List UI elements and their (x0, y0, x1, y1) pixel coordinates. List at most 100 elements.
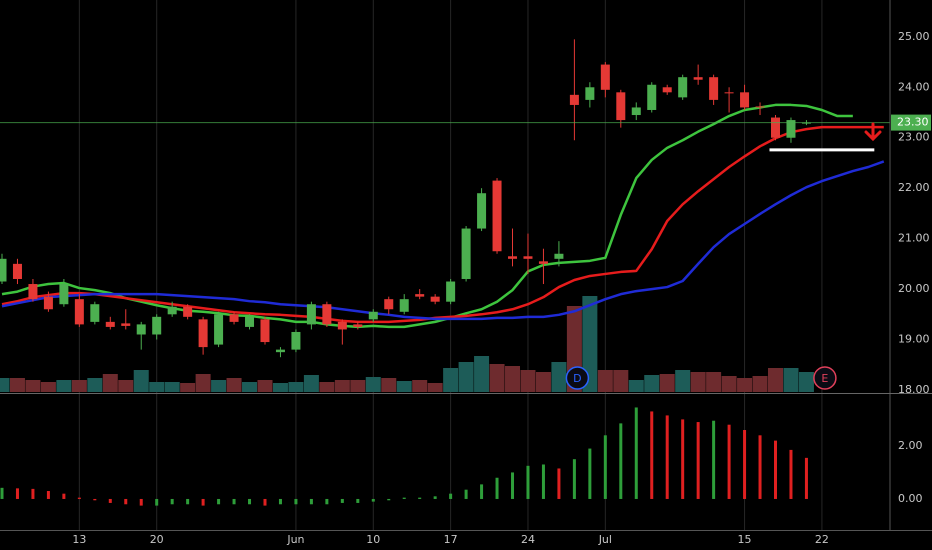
candle-body (275, 349, 285, 353)
volume-bar (118, 380, 134, 392)
candle-body (399, 299, 409, 312)
y-tick-label: 23.00 (898, 131, 930, 144)
candle-body (368, 311, 378, 320)
candle-body (183, 306, 193, 317)
down-arrow (864, 122, 882, 142)
event-marker (813, 366, 837, 390)
indicator-bar (758, 435, 762, 499)
y-tick-label: 22.00 (898, 181, 930, 194)
candle-body (415, 294, 425, 297)
volume-bar (350, 380, 366, 392)
indicator-bar (526, 465, 530, 499)
indicator-layer (0, 407, 808, 506)
indicator-bar (46, 491, 50, 499)
indicator-bar (804, 457, 808, 499)
indicator-bar (712, 420, 716, 499)
last-price-label: 23.30 (897, 116, 929, 129)
volume-bar (721, 376, 737, 392)
volume-bar (582, 296, 598, 392)
candle-body (198, 319, 208, 348)
volume-bar (752, 376, 768, 392)
candle-body (538, 261, 548, 264)
volume-bar (628, 380, 644, 392)
indicator-tick-label: 0.00 (898, 492, 923, 505)
indicator-bar (309, 498, 313, 505)
candle-body (337, 321, 347, 330)
candle-body (291, 331, 301, 350)
candle-body (724, 92, 734, 94)
x-tick-label: 20 (150, 533, 164, 546)
volume-bar (272, 383, 288, 392)
volume-bar (242, 382, 258, 392)
indicator-bar (31, 488, 35, 499)
volume-bar (56, 380, 72, 392)
indicator-bar (340, 498, 344, 503)
indicator-bar (650, 411, 654, 499)
candle-body (693, 77, 703, 80)
volume-bar (520, 370, 536, 392)
y-tick-label: 19.00 (898, 333, 930, 346)
indicator-bar (62, 493, 66, 499)
event-marker-label: E (821, 372, 828, 385)
indicator-bar (418, 497, 422, 499)
x-tick-label: Jul (598, 533, 612, 546)
indicator-bar (108, 498, 112, 503)
candle-body (322, 304, 332, 325)
volume-bar (381, 378, 397, 392)
x-tick-label: 17 (444, 533, 458, 546)
candle-body (245, 316, 255, 327)
volume-bar (102, 374, 118, 392)
indicator-bar (464, 489, 468, 499)
volume-bar (396, 381, 412, 392)
candle-body (477, 193, 487, 229)
x-tick-label: Jun (286, 533, 304, 546)
moving-average-line (1, 103, 853, 329)
volume-bar (613, 370, 629, 392)
x-tick-label: 24 (521, 533, 535, 546)
indicator-bar (743, 430, 747, 499)
candle-body (647, 84, 657, 110)
volume-bar (505, 366, 521, 392)
candle-body (771, 117, 780, 138)
indicator-bar (93, 498, 97, 501)
candle-body (167, 306, 177, 315)
volume-bar (535, 372, 551, 392)
candle-body (28, 284, 38, 300)
indicator-bar (0, 487, 4, 499)
candle-body (353, 324, 363, 327)
volume-bar (458, 362, 474, 392)
candle-body (214, 314, 224, 345)
indicator-bar (232, 498, 236, 505)
candle-body (0, 258, 7, 282)
volume-bar (783, 368, 799, 392)
indicator-bar (619, 423, 623, 499)
volume-bar (690, 372, 706, 392)
volume-bar (40, 382, 56, 392)
indicator-bar (77, 497, 81, 499)
volume-bar (180, 383, 196, 392)
indicator-bar (572, 459, 576, 499)
volume-bar (133, 370, 149, 392)
y-tick-label: 24.00 (898, 80, 930, 93)
indicator-bar (511, 472, 515, 499)
candle-body (461, 228, 471, 279)
indicator-bar (557, 468, 561, 499)
indicator-bar (371, 498, 375, 502)
volume-bar (798, 372, 814, 392)
candle-body (74, 299, 84, 325)
volume-bar (211, 380, 227, 392)
indicator-bar (325, 498, 329, 505)
candle-body (229, 314, 239, 322)
y-tick-label: 18.00 (898, 383, 930, 396)
volume-bar (644, 375, 660, 392)
volume-bar (427, 383, 443, 392)
indicator-bar (124, 498, 128, 505)
indicator-bar (449, 493, 453, 499)
candle-body (662, 87, 672, 93)
x-tick-label: 15 (738, 533, 752, 546)
candle-body (523, 256, 533, 259)
volume-bar (551, 362, 567, 392)
indicator-bar (402, 497, 406, 499)
indicator-bar (774, 440, 777, 499)
